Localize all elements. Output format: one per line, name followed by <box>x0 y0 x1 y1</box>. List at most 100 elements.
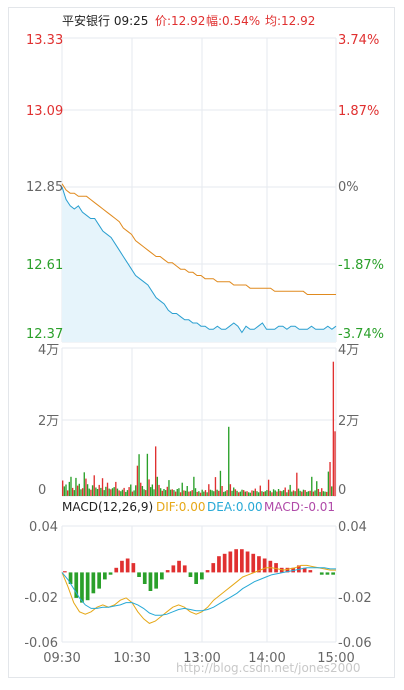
chart-frame <box>8 7 395 678</box>
volume-bar <box>169 489 172 496</box>
volume-bar <box>296 472 298 496</box>
volume-bar <box>292 490 295 496</box>
volume-bar <box>219 470 222 496</box>
volume-bar <box>179 492 182 496</box>
volume-bar <box>302 489 305 496</box>
volume-bar <box>101 478 104 496</box>
volume-bar <box>324 491 326 496</box>
volume-bar <box>316 481 318 496</box>
volume-bar <box>158 484 160 496</box>
volume-bar <box>100 487 102 496</box>
macd-bar <box>160 572 164 580</box>
volume-bar <box>188 491 190 496</box>
volume-bar <box>140 482 142 496</box>
volume-bar <box>196 491 198 496</box>
volume-bar <box>65 484 67 496</box>
volume-bar <box>261 491 263 496</box>
volume-bar <box>314 490 316 496</box>
volume-bar <box>121 489 124 496</box>
volume-bar <box>282 490 285 496</box>
volume-bar <box>95 487 97 496</box>
header-change: 幅:0.54% <box>206 13 260 28</box>
macd-tick-right: 0.04 <box>338 520 367 535</box>
avg-line <box>61 183 336 295</box>
macd-bar <box>182 565 187 573</box>
volume-bar <box>93 475 95 496</box>
macd-bar <box>188 572 193 577</box>
volume-bar <box>148 479 150 497</box>
macd-header-macd: MACD:-0.01 <box>264 500 335 514</box>
volume-bar <box>206 492 208 496</box>
volume-bar <box>304 490 306 496</box>
volume-bar <box>78 483 80 496</box>
macd-bar <box>125 558 130 573</box>
price-panel <box>61 183 337 342</box>
macd-bar <box>80 572 84 603</box>
volume-bar <box>63 486 66 496</box>
volume-bar <box>116 488 119 496</box>
watermark: http://blog.csdn.net/jones2000 <box>176 661 361 675</box>
volume-bar <box>178 488 180 496</box>
volume-bar <box>287 489 290 496</box>
macd-header-label: MACD(12,26,9) <box>62 500 153 514</box>
volume-bar <box>301 491 303 496</box>
macd-bar <box>137 572 141 577</box>
volume-bar <box>176 489 178 496</box>
volume-bar <box>291 491 293 496</box>
volume-bar <box>251 490 253 496</box>
macd-bar <box>154 572 158 589</box>
macd-bar <box>319 572 324 575</box>
volume-bar <box>329 462 331 496</box>
macd-bar <box>205 570 210 573</box>
macd-bar <box>108 572 113 575</box>
volume-bar <box>276 491 278 496</box>
volume-bar <box>209 489 212 496</box>
volume-bar <box>247 492 250 496</box>
volume-bar <box>286 492 288 496</box>
volume-tick-left: 2万 <box>38 414 59 429</box>
volume-bar <box>85 478 87 496</box>
volume-bar <box>259 485 261 496</box>
volume-bar <box>201 489 203 496</box>
macd-bar <box>274 563 278 573</box>
volume-bar <box>297 488 300 496</box>
volume-bar <box>322 491 325 496</box>
price-tick-right: 1.87% <box>338 104 379 119</box>
macd-bar <box>68 572 73 584</box>
volume-bar <box>80 489 82 496</box>
volume-bar <box>194 488 197 496</box>
header-avg: 均:12.92 <box>265 14 315 28</box>
volume-bar <box>226 490 228 496</box>
volume-bar <box>153 489 155 496</box>
volume-bar <box>125 491 127 496</box>
macd-dea-line <box>61 567 336 616</box>
macd-bar <box>63 571 67 573</box>
volume-bar <box>262 491 265 496</box>
time-tick: 10:30 <box>113 651 150 666</box>
volume-bar <box>136 465 139 496</box>
volume-bar <box>70 476 72 496</box>
macd-tick-right: -0.06 <box>338 636 372 651</box>
price-tick-left: 12.37 <box>26 327 63 342</box>
volume-bar <box>199 492 202 496</box>
volume-bar <box>68 481 70 496</box>
volume-bar <box>96 489 99 496</box>
volume-bar <box>246 491 248 496</box>
volume-bar <box>113 487 115 496</box>
macd-bar <box>302 567 307 573</box>
volume-bar <box>108 488 110 496</box>
macd-bar <box>308 570 313 573</box>
macd-bar <box>114 567 119 573</box>
volume-bar <box>126 490 129 496</box>
volume-bar <box>317 489 320 496</box>
volume-bar <box>249 492 252 496</box>
macd-bar <box>325 572 330 575</box>
macd-bar <box>251 553 256 573</box>
volume-bar <box>198 491 200 496</box>
volume-bar <box>211 490 213 496</box>
macd-bar <box>285 567 290 573</box>
volume-bar <box>186 486 188 496</box>
volume-bar <box>256 491 258 496</box>
macd-panel <box>61 549 336 624</box>
volume-bar <box>143 489 145 496</box>
